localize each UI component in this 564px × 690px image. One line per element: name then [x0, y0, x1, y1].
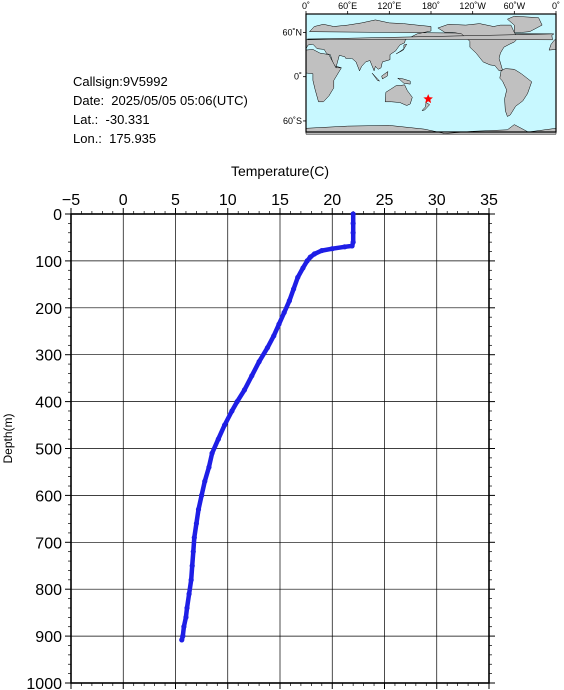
map-lon-label: 0˚ — [552, 1, 560, 11]
y-tick-label: 400 — [35, 395, 62, 412]
profile-data-point — [206, 464, 212, 470]
y-tick-label: 0 — [53, 207, 62, 224]
y-axis-title: Depth(m) — [1, 413, 15, 463]
x-tick-label: 25 — [376, 192, 394, 209]
map-lon-label: 0˚ — [302, 1, 310, 11]
borneo-landmass — [381, 70, 389, 80]
profile-data-point — [256, 359, 262, 365]
south-america-landmass — [499, 68, 532, 117]
profile-data-point — [350, 211, 356, 217]
map-lat-label: 60˚S — [283, 116, 302, 126]
longitude-text: Lon.: 175.935 — [73, 131, 157, 146]
map-lat-label: 0˚ — [294, 72, 302, 82]
x-tick-label: 5 — [171, 192, 180, 209]
y-tick-label: 300 — [35, 348, 62, 365]
profile-data-point — [195, 506, 202, 513]
map-lon-label: 120˚W — [459, 1, 486, 11]
x-tick-label: −5 — [62, 192, 80, 209]
profile-data-point — [329, 246, 335, 252]
y-tick-label: 700 — [35, 535, 62, 552]
sumatra-landmass — [371, 72, 380, 82]
profile-data-point — [202, 478, 208, 484]
station-info: Callsign:9V5992 Date: 2025/05/05 05:06(U… — [73, 72, 248, 148]
profile-data-point — [276, 321, 282, 327]
profile-data-point — [193, 520, 199, 527]
greenland-landmass — [506, 15, 543, 33]
profile-data-point — [342, 244, 348, 250]
profile-data-point — [307, 254, 313, 260]
profile-data-point — [264, 345, 271, 351]
profile-data-point — [350, 230, 356, 236]
africa-landmass — [305, 49, 342, 103]
y-tick-label: 900 — [35, 629, 62, 646]
profile-data-point — [319, 247, 325, 254]
new-zealand-landmass — [421, 102, 430, 112]
y-tick-label: 200 — [35, 301, 62, 318]
japan-landmass — [396, 43, 408, 55]
x-tick-label: 0 — [119, 192, 128, 209]
profile-data-point — [183, 614, 189, 620]
map-lon-label: 120˚E — [377, 1, 401, 11]
profile-data-point — [184, 605, 190, 611]
y-tick-label: 500 — [35, 442, 62, 459]
y-tick-label: 600 — [35, 488, 62, 505]
profile-data-point — [215, 436, 221, 442]
world-map: 0˚ 60˚E 120˚E 180˚ 120˚W 60˚W 0˚ 60˚N 0˚ 60˚S — [282, 1, 560, 135]
y-tick-label: 800 — [35, 582, 62, 599]
profile-data-point — [190, 549, 196, 555]
profile-data-point — [189, 563, 195, 569]
date-text: Date: 2025/05/05 05:06(UTC) — [73, 93, 248, 108]
map-lat-label: 60˚N — [282, 27, 302, 37]
profile-data-point — [290, 286, 297, 292]
profile-data-point — [286, 298, 293, 304]
profile-data-point — [349, 243, 355, 249]
profile-data-point — [281, 309, 287, 316]
x-tick-label: 35 — [480, 192, 498, 209]
britain-landmass — [307, 33, 555, 41]
profile-data-point — [304, 258, 310, 264]
eurasia-landmass — [305, 19, 553, 72]
temperature-profile-line — [179, 211, 356, 643]
profile-data-point — [181, 624, 187, 630]
profile-data-point — [222, 422, 228, 428]
x-tick-label: 15 — [271, 192, 289, 209]
map-lon-label: 180˚ — [422, 1, 440, 11]
profile-data-point — [271, 333, 277, 339]
x-tick-label: 30 — [428, 192, 446, 209]
profile-data-point — [191, 535, 197, 541]
x-axis-title: Temperature(C) — [231, 163, 329, 179]
map-lon-label: 60˚E — [338, 1, 357, 11]
map-lon-label: 60˚W — [504, 1, 526, 11]
callsign-text: Callsign:9V5992 — [73, 74, 168, 89]
iberia-landmass — [548, 39, 557, 51]
australia-landmass — [384, 84, 413, 106]
x-tick-label: 20 — [323, 192, 341, 209]
y-tick-label: 1000 — [26, 676, 62, 690]
station-marker-star — [423, 94, 433, 104]
profile-data-point — [295, 274, 301, 280]
profile-data-point — [199, 492, 205, 498]
profile-data-point — [350, 220, 356, 226]
profile-data-point — [241, 387, 248, 393]
x-tick-label: 10 — [219, 192, 237, 209]
profile-data-point — [300, 265, 306, 271]
latitude-text: Lat.: -30.331 — [73, 112, 150, 127]
profile-data-point — [188, 577, 194, 583]
profile-data-point — [209, 450, 215, 456]
y-tick-label: 100 — [35, 254, 62, 271]
plot-frame — [70, 213, 490, 684]
profile-data-point — [234, 399, 240, 405]
profile-data-point — [249, 373, 255, 379]
profile-data-point — [186, 591, 192, 597]
profile-data-point — [311, 251, 318, 257]
new-guinea-landmass — [397, 77, 411, 85]
profile-data-point — [229, 408, 235, 414]
profile-data-point — [179, 637, 185, 643]
